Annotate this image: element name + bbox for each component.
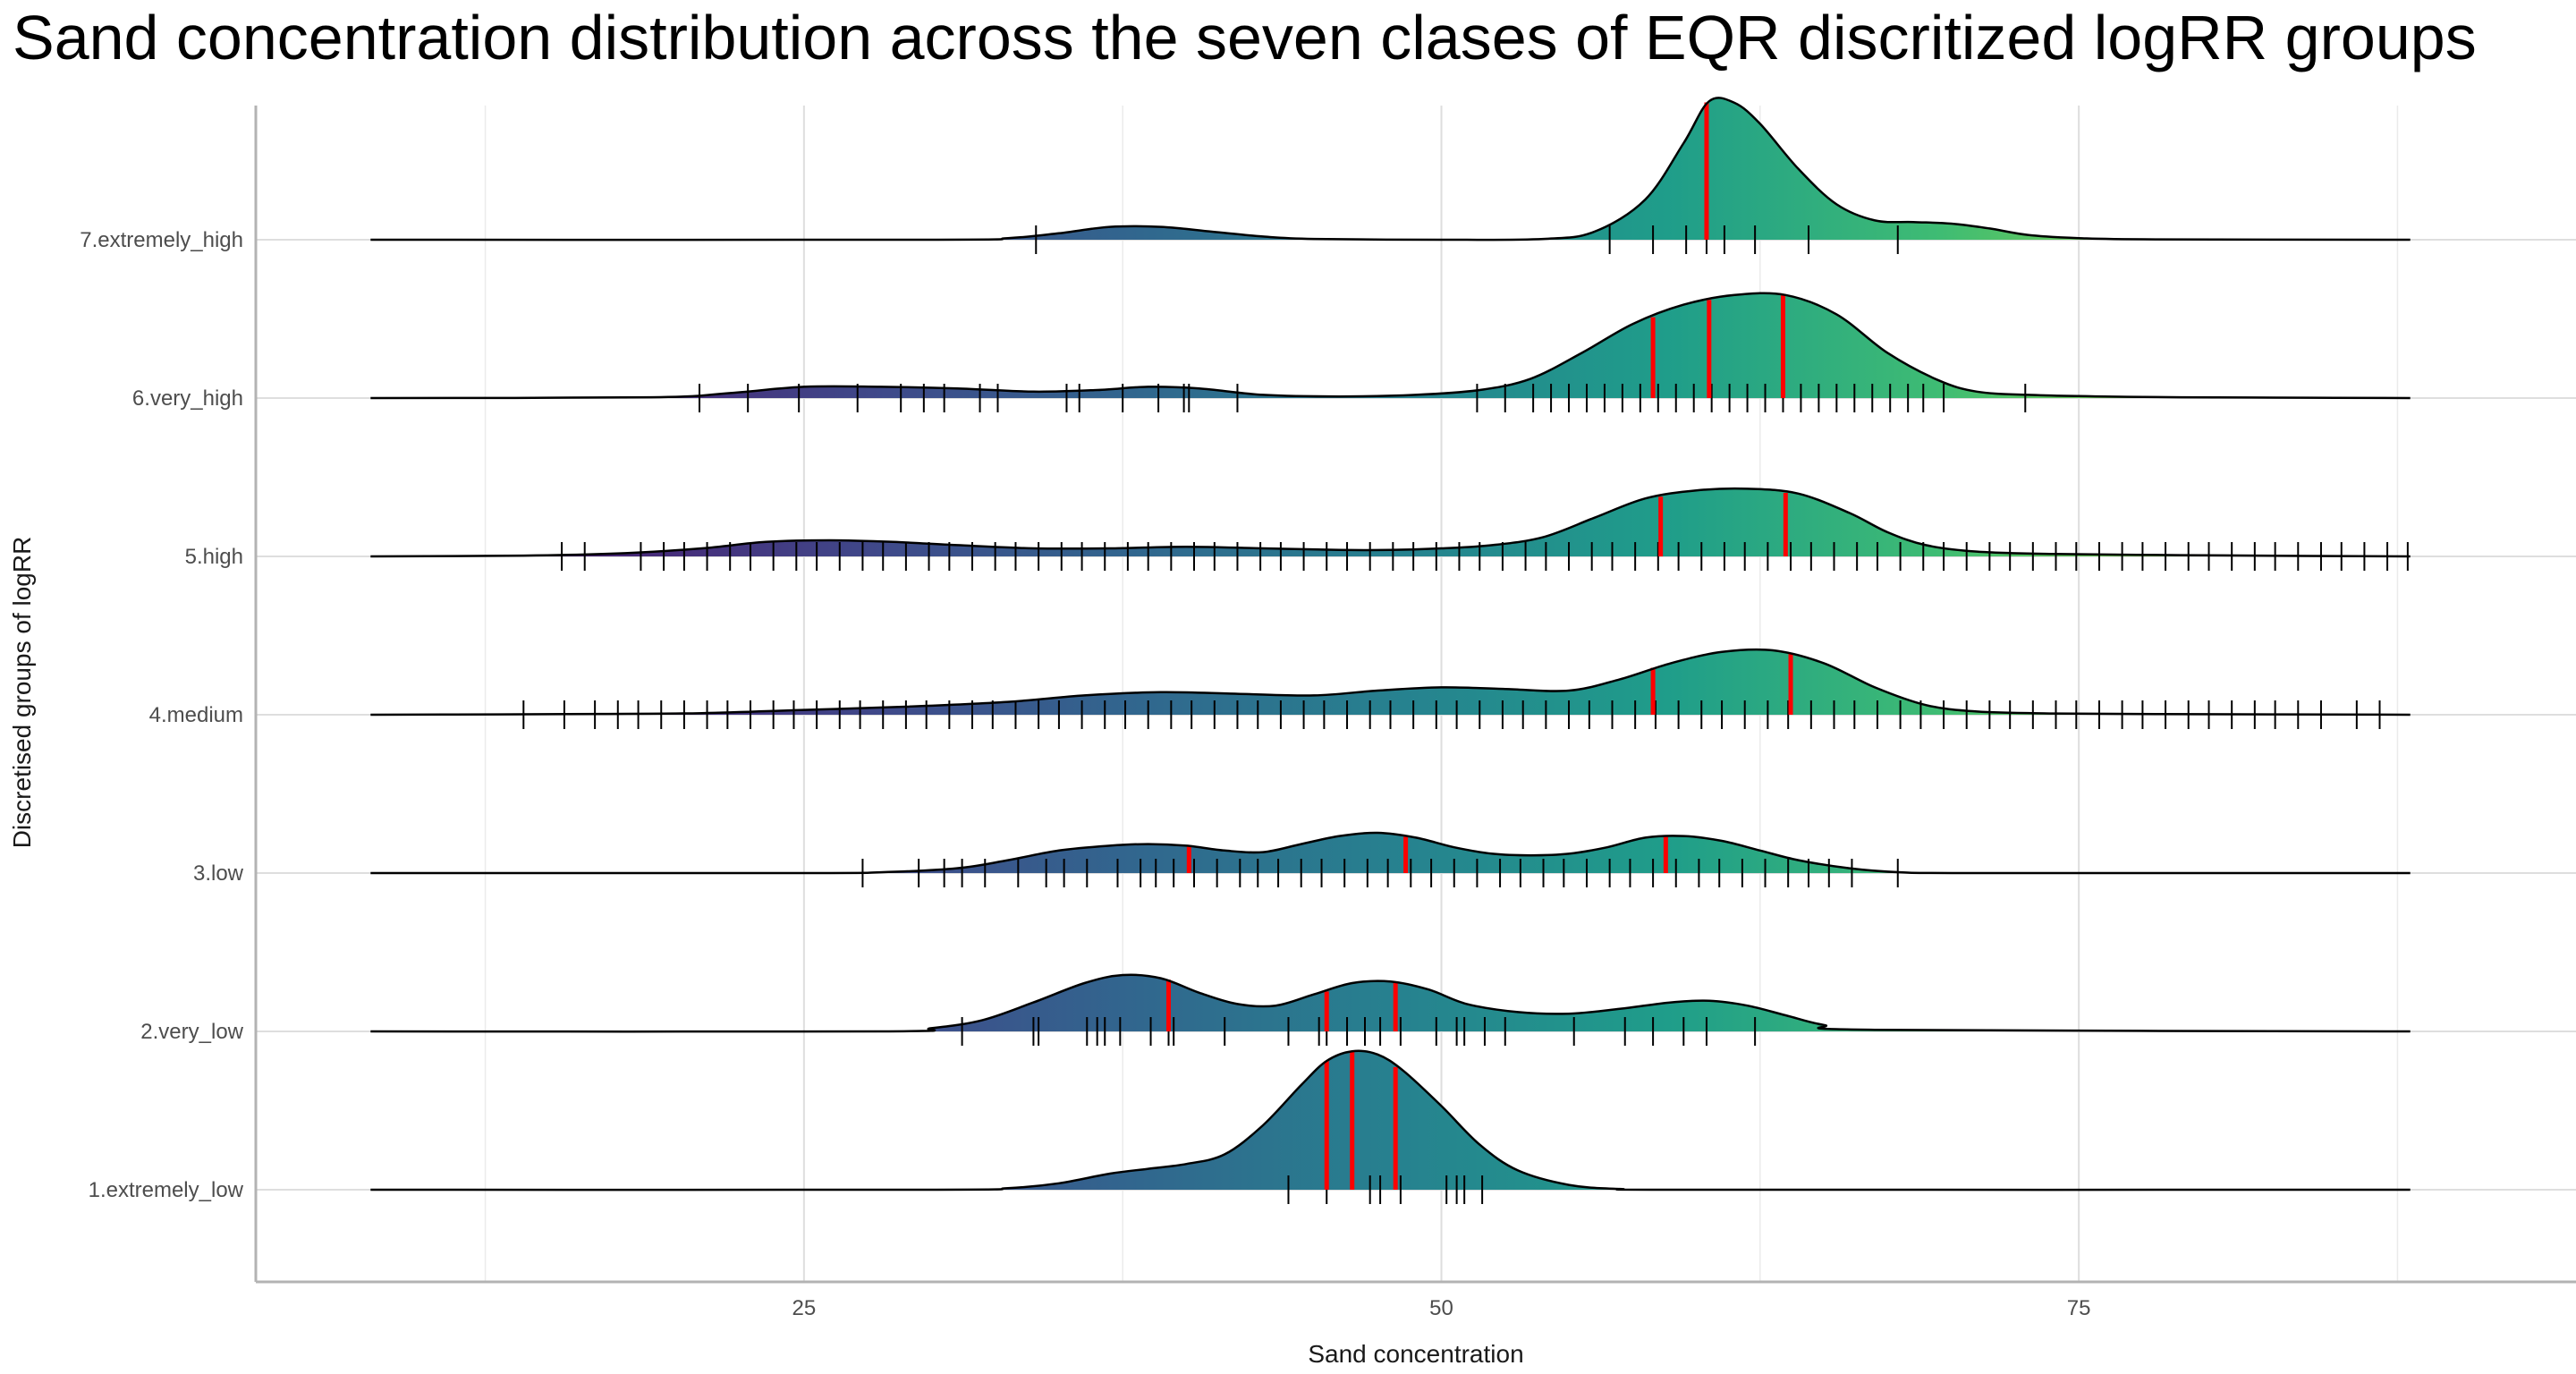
x-tick-label: 75 bbox=[2067, 1296, 2091, 1320]
ridge-2.very_low bbox=[370, 973, 2411, 1046]
density-fill bbox=[370, 974, 2411, 1032]
density-outline bbox=[370, 1049, 2411, 1192]
y-tick-label: 7.extremely_high bbox=[80, 228, 243, 252]
y-tick-label: 1.extremely_low bbox=[89, 1178, 244, 1202]
density-fill bbox=[370, 98, 2411, 241]
density-outline bbox=[370, 973, 2411, 1033]
y-tick-label: 5.high bbox=[185, 545, 243, 569]
density-outline bbox=[370, 648, 2411, 717]
ridge-3.low bbox=[370, 831, 2411, 887]
ridges bbox=[370, 97, 2411, 1204]
density-fill bbox=[370, 832, 2411, 874]
x-tick-label: 50 bbox=[1429, 1296, 1453, 1320]
y-axis-title: Discretised groups of logRR bbox=[8, 537, 36, 849]
density-outline bbox=[370, 97, 2411, 242]
axes: 25 50 75 1.extremely_low 2.very_low 3.low 4.me… bbox=[80, 106, 2576, 1320]
density-outline bbox=[370, 487, 2411, 558]
ridge-1.extremely_low bbox=[370, 1049, 2411, 1204]
y-tick-label: 6.very_high bbox=[132, 386, 243, 411]
y-tick-label: 4.medium bbox=[149, 703, 243, 727]
density-fill bbox=[370, 293, 2411, 398]
ridge-5.high bbox=[370, 487, 2411, 571]
y-tick-label: 3.low bbox=[193, 861, 244, 886]
density-fill bbox=[370, 488, 2411, 556]
ridge-7.extremely_high bbox=[370, 97, 2411, 254]
chart-title: Sand concentration distribution across t… bbox=[13, 3, 2477, 72]
ridge-4.medium bbox=[370, 648, 2411, 729]
y-tick-label: 2.very_low bbox=[140, 1020, 243, 1044]
x-axis-title: Sand concentration bbox=[1308, 1340, 1523, 1368]
ridge-6.very_high bbox=[370, 292, 2411, 412]
x-tick-label: 25 bbox=[792, 1296, 817, 1320]
density-outline bbox=[370, 831, 2411, 875]
density-outline bbox=[370, 292, 2411, 400]
density-fill bbox=[370, 1050, 2411, 1191]
